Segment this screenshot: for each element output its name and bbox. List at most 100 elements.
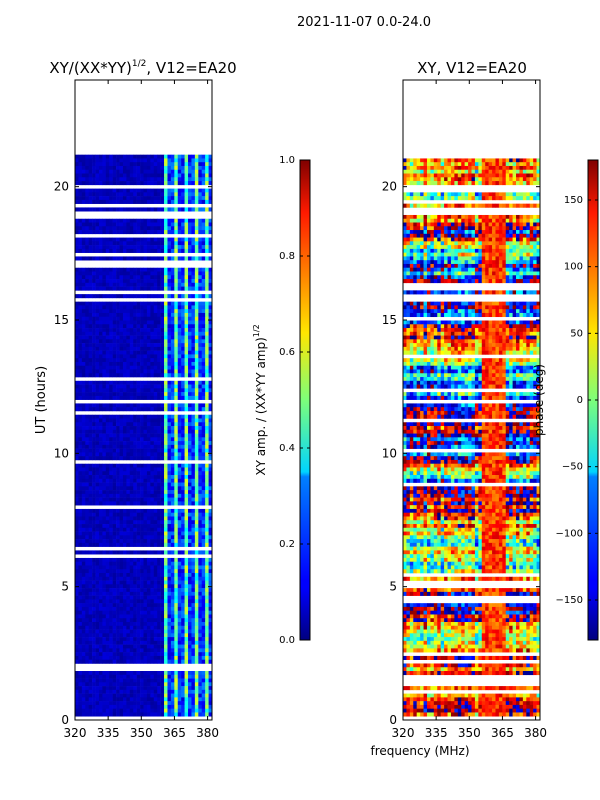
heatmap-cell (95, 414, 100, 419)
heatmap-cell (153, 633, 158, 638)
heatmap-cell (153, 603, 158, 608)
heatmap-cell (133, 606, 137, 611)
heatmap-cell (181, 591, 185, 596)
heatmap-cell (170, 154, 175, 159)
heatmap-cell (164, 245, 168, 250)
heatmap-cell (157, 637, 161, 642)
heatmap-cell (140, 365, 144, 370)
heatmap-cell (143, 569, 148, 574)
heatmap-cell (170, 501, 175, 506)
heatmap-cell (194, 508, 199, 514)
heatmap-cell (98, 192, 103, 197)
heatmap-cell (119, 441, 124, 446)
heatmap-cell (153, 501, 158, 506)
heatmap-cell (81, 422, 86, 427)
heatmap-cell (75, 256, 79, 261)
heatmap-cell (201, 346, 206, 351)
heatmap-cell (167, 422, 172, 427)
heatmap-cell (194, 392, 199, 397)
heatmap-cell (122, 437, 127, 442)
heatmap-cell (188, 222, 192, 227)
heatmap-cell (164, 248, 168, 253)
heatmap-cell (129, 610, 134, 615)
heatmap-cell (143, 388, 148, 393)
heatmap-cell (160, 490, 165, 495)
heatmap-cell (126, 354, 131, 359)
heatmap-cell (81, 497, 86, 502)
heatmap-cell (88, 177, 93, 182)
heatmap-cell (208, 181, 213, 186)
heatmap-cell (112, 328, 117, 333)
heatmap-cell (136, 674, 141, 679)
heatmap-cell (198, 256, 203, 261)
heatmap-cell (126, 588, 131, 593)
heatmap-cell (194, 682, 199, 687)
heatmap-cell (140, 346, 144, 351)
heatmap-cell (198, 508, 203, 514)
heatmap-cell (170, 516, 175, 521)
heatmap-cell (126, 192, 131, 197)
heatmap-cell (160, 222, 165, 227)
heatmap-cell (75, 542, 79, 547)
heatmap-cell (150, 324, 155, 329)
heatmap-cell (177, 520, 182, 525)
heatmap-cell (174, 245, 179, 250)
heatmap-cell (184, 452, 189, 457)
heatmap-cell (181, 395, 185, 400)
heatmap-cell (146, 618, 151, 623)
heatmap-cell (140, 222, 144, 227)
heatmap-cell (177, 365, 182, 370)
heatmap-cell (92, 316, 96, 321)
heatmap-cell (112, 169, 117, 174)
heatmap-cell (208, 674, 213, 679)
heatmap-cell (75, 659, 79, 664)
heatmap-cell (112, 603, 117, 608)
heatmap-cell (208, 655, 213, 660)
heatmap-cell (157, 312, 161, 318)
heatmap-cell (153, 456, 158, 461)
heatmap-cell (136, 279, 141, 284)
heatmap-cell (95, 158, 100, 163)
heatmap-cell (164, 181, 168, 186)
heatmap-cell (191, 689, 196, 694)
heatmap-cell (75, 426, 79, 431)
heatmap-cell (157, 557, 161, 563)
heatmap-cell (170, 557, 175, 563)
heatmap-cell (85, 678, 89, 683)
heatmap-cell (194, 629, 199, 634)
heatmap-cell (143, 633, 148, 638)
heatmap-cell (129, 256, 134, 261)
heatmap-cell (112, 309, 117, 314)
heatmap-cell (92, 603, 96, 608)
heatmap-cell (201, 222, 206, 227)
heatmap-cell (150, 316, 155, 321)
heatmap-cell (188, 373, 192, 378)
heatmap-cell (81, 218, 86, 223)
heatmap-cell (136, 373, 141, 378)
heatmap-cell (85, 271, 89, 276)
heatmap-cell (198, 448, 203, 453)
heatmap-cell (208, 271, 213, 276)
heatmap-cell (88, 527, 93, 532)
heatmap-cell (122, 629, 127, 634)
heatmap-cell (157, 486, 161, 491)
heatmap-cell (146, 599, 151, 604)
heatmap-cell (181, 588, 185, 593)
heatmap-cell (170, 471, 175, 476)
heatmap-cell (208, 463, 213, 468)
heatmap-cell (136, 335, 141, 340)
heatmap-cell (167, 478, 172, 483)
heatmap-cell (140, 584, 144, 589)
heatmap-cell (119, 595, 124, 600)
heatmap-cell (88, 384, 93, 389)
heatmap-cell (201, 569, 206, 574)
heatmap-cell (188, 173, 192, 178)
heatmap-cell (150, 294, 155, 299)
heatmap-cell (194, 637, 199, 642)
heatmap-cell (116, 173, 120, 178)
heatmap-cell (126, 395, 131, 400)
heatmap-cell (85, 237, 89, 242)
heatmap-cell (112, 591, 117, 596)
heatmap-cell (133, 486, 137, 491)
heatmap-cell (170, 584, 175, 589)
